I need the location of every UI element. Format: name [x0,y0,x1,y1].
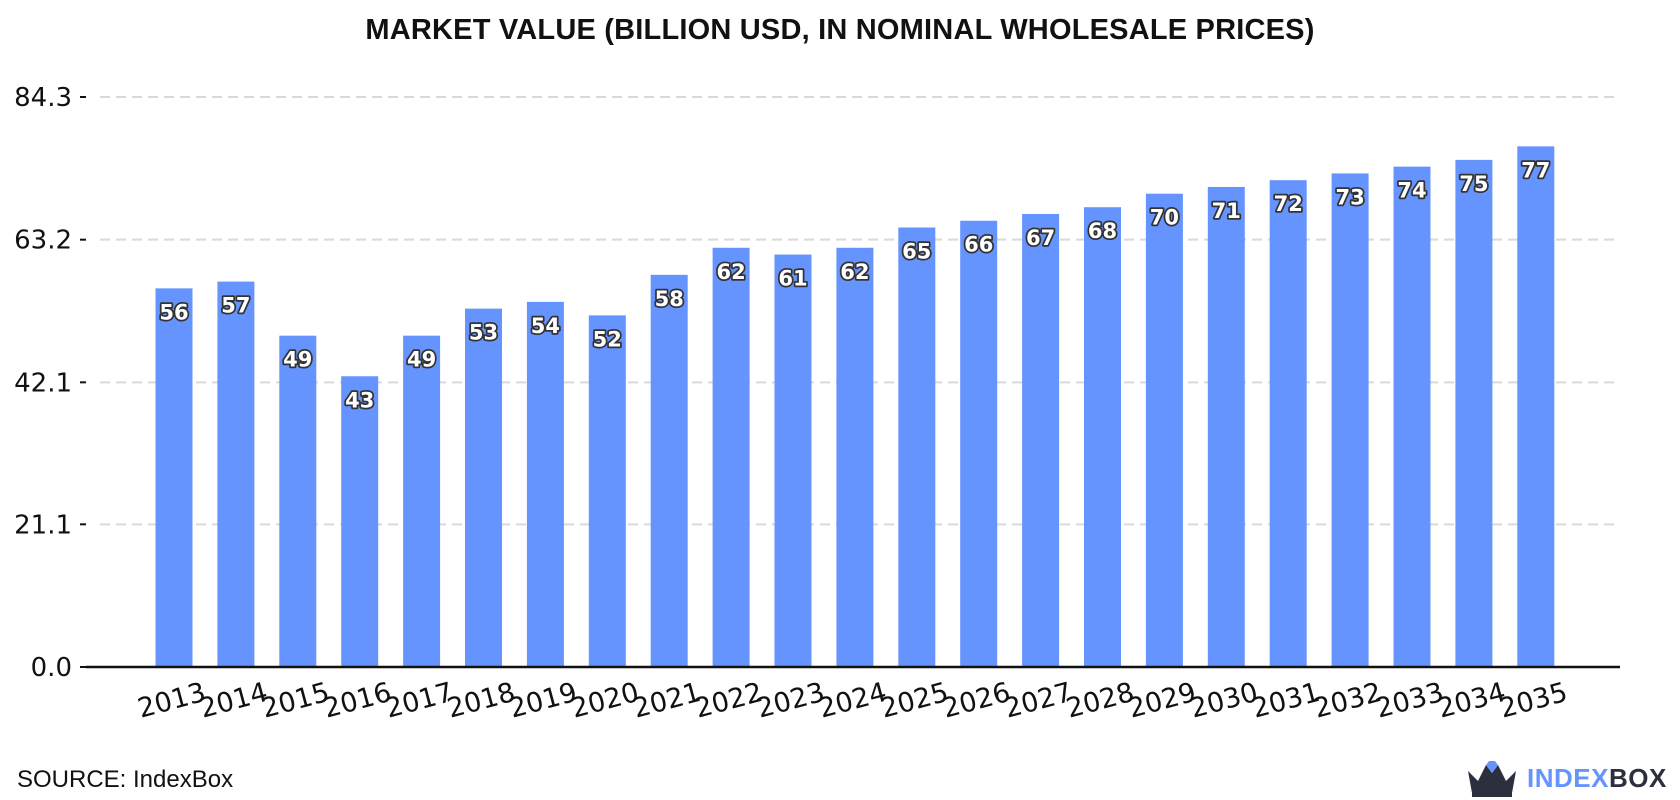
logo-text-box: BOX [1608,763,1667,793]
bar-value-label: 56 [159,300,188,324]
y-axis: 0.0 21.1 42.1 63.2 84.3 [14,83,86,683]
bar-value-label: 67 [1026,226,1055,250]
bar-2022 [712,247,750,668]
y-tick-label: 63.2 [14,226,72,256]
bars: 56 57 49 43 49 53 54 52 58 62 61 62 65 66 67 68 70 71 72 73… [155,146,1555,668]
bar-2023 [774,254,812,667]
chart-title: MARKET VALUE (BILLION USD, IN NOMINAL WH… [365,14,1315,46]
y-tick-label: 84.3 [14,83,72,113]
bar-2031 [1269,180,1307,667]
bar-2034 [1455,159,1493,667]
y-tick-label: 42.1 [14,368,72,398]
bar-value-label: 49 [407,348,436,372]
bar-value-label: 65 [902,239,931,263]
bar-2027 [1022,213,1060,667]
x-tick-label: 2035 [1496,677,1570,725]
bar-2018 [465,308,502,667]
y-tick-label: 0.0 [31,653,72,683]
bar-2030 [1207,186,1245,667]
bar-2029 [1145,193,1183,668]
y-tick-label: 21.1 [14,510,72,540]
bar-2024 [836,247,874,668]
x-axis: 2013201420152016201720182019202020212022… [86,665,1620,725]
bar-2021 [650,274,688,667]
logo-text: INDEXBOX [1527,763,1667,794]
bar-2014 [217,281,255,667]
bar-2019 [526,301,564,667]
bar-value-label: 57 [221,294,250,318]
bar-2035 [1517,146,1555,667]
bar-value-label: 66 [964,233,993,257]
bar-value-label: 68 [1088,219,1117,243]
bar-2013 [155,288,193,667]
bar-value-label: 53 [469,321,498,345]
bar-2017 [403,335,441,667]
bar-2026 [960,220,998,668]
bar-2025 [898,227,936,667]
bar-value-label: 71 [1212,199,1241,223]
bar-value-label: 73 [1335,185,1364,209]
source-note: SOURCE: IndexBox [17,766,234,793]
logo-text-index: INDEX [1527,763,1609,793]
indexbox-logo: INDEXBOX [1466,757,1676,799]
indexbox-crown-icon [1468,761,1516,797]
bar-2020 [588,315,626,667]
bar-value-label: 62 [716,260,745,284]
bar-2033 [1393,166,1431,667]
bar-value-label: 72 [1274,192,1303,216]
bar-value-label: 77 [1521,158,1550,182]
bar-value-label: 43 [345,388,374,412]
bar-2032 [1331,173,1369,667]
bar-value-label: 58 [655,287,684,311]
bar-2015 [279,335,317,667]
bar-value-label: 74 [1397,179,1426,203]
bar-2016 [341,376,379,667]
bar-2028 [1084,207,1121,668]
bar-value-label: 70 [1150,206,1179,230]
bar-value-label: 52 [593,327,622,351]
bar-value-label: 54 [531,314,560,338]
bar-value-label: 61 [778,267,807,291]
bar-chart: 0.0 21.1 42.1 63.2 84.3 56 57 49 43 49 53 54 52 58 62… [14,83,1620,725]
bar-value-label: 75 [1459,172,1488,196]
bar-value-label: 62 [840,260,869,284]
bar-value-label: 49 [283,348,312,372]
